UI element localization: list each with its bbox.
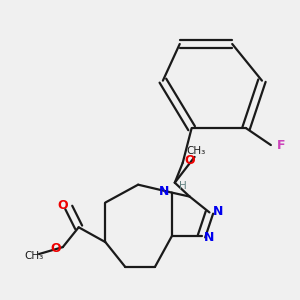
Text: N: N — [159, 184, 170, 198]
Text: CH₃: CH₃ — [186, 146, 206, 156]
Text: F: F — [277, 139, 285, 152]
Text: CH₃: CH₃ — [24, 250, 43, 260]
Text: O: O — [57, 200, 68, 212]
Text: O: O — [185, 154, 195, 167]
Text: N: N — [204, 231, 214, 244]
Text: N: N — [213, 205, 223, 218]
Text: O: O — [50, 242, 61, 255]
Text: H: H — [179, 181, 187, 191]
